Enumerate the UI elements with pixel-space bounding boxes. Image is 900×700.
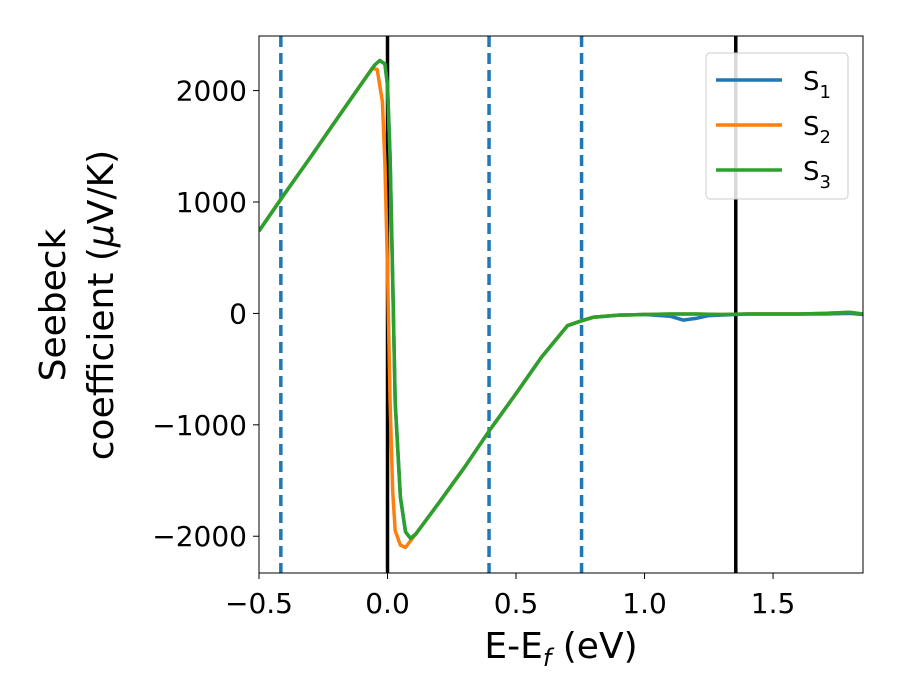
y-axis-title-line2: coefficient (μV/K) [81, 150, 122, 460]
y-tick-label: 1000 [176, 186, 247, 219]
series-line-3 [259, 58, 863, 541]
x-tick-label: −0.5 [225, 587, 293, 620]
legend-label-3: S3 [803, 157, 831, 193]
x-axis-ticks: −0.5 0.0 0.5 1.0 1.5 [225, 573, 795, 620]
y-tick-label: 2000 [176, 75, 247, 108]
plot-frame [258, 35, 864, 574]
y-tick-label: −1000 [152, 409, 247, 442]
y-axis-title-line1: Seebeck [33, 228, 74, 381]
x-tick-label: 0.0 [365, 587, 410, 620]
x-axis-title: E-Ef (eV) [484, 626, 637, 672]
y-axis-title: Seebeck coefficient (μV/K) [33, 150, 122, 460]
y-tick-label: −2000 [152, 520, 247, 553]
x-tick-label: 1.0 [622, 587, 667, 620]
y-axis-ticks: 2000 1000 0 −1000 −2000 [152, 75, 259, 553]
legend-label-2: S2 [803, 112, 831, 148]
legend-label-1: S1 [803, 67, 831, 103]
legend: S1 S2 S3 [705, 52, 849, 200]
series-lines [259, 58, 863, 550]
x-tick-label: 1.5 [751, 587, 796, 620]
x-tick-label: 0.5 [494, 587, 539, 620]
y-tick-label: 0 [229, 297, 247, 330]
